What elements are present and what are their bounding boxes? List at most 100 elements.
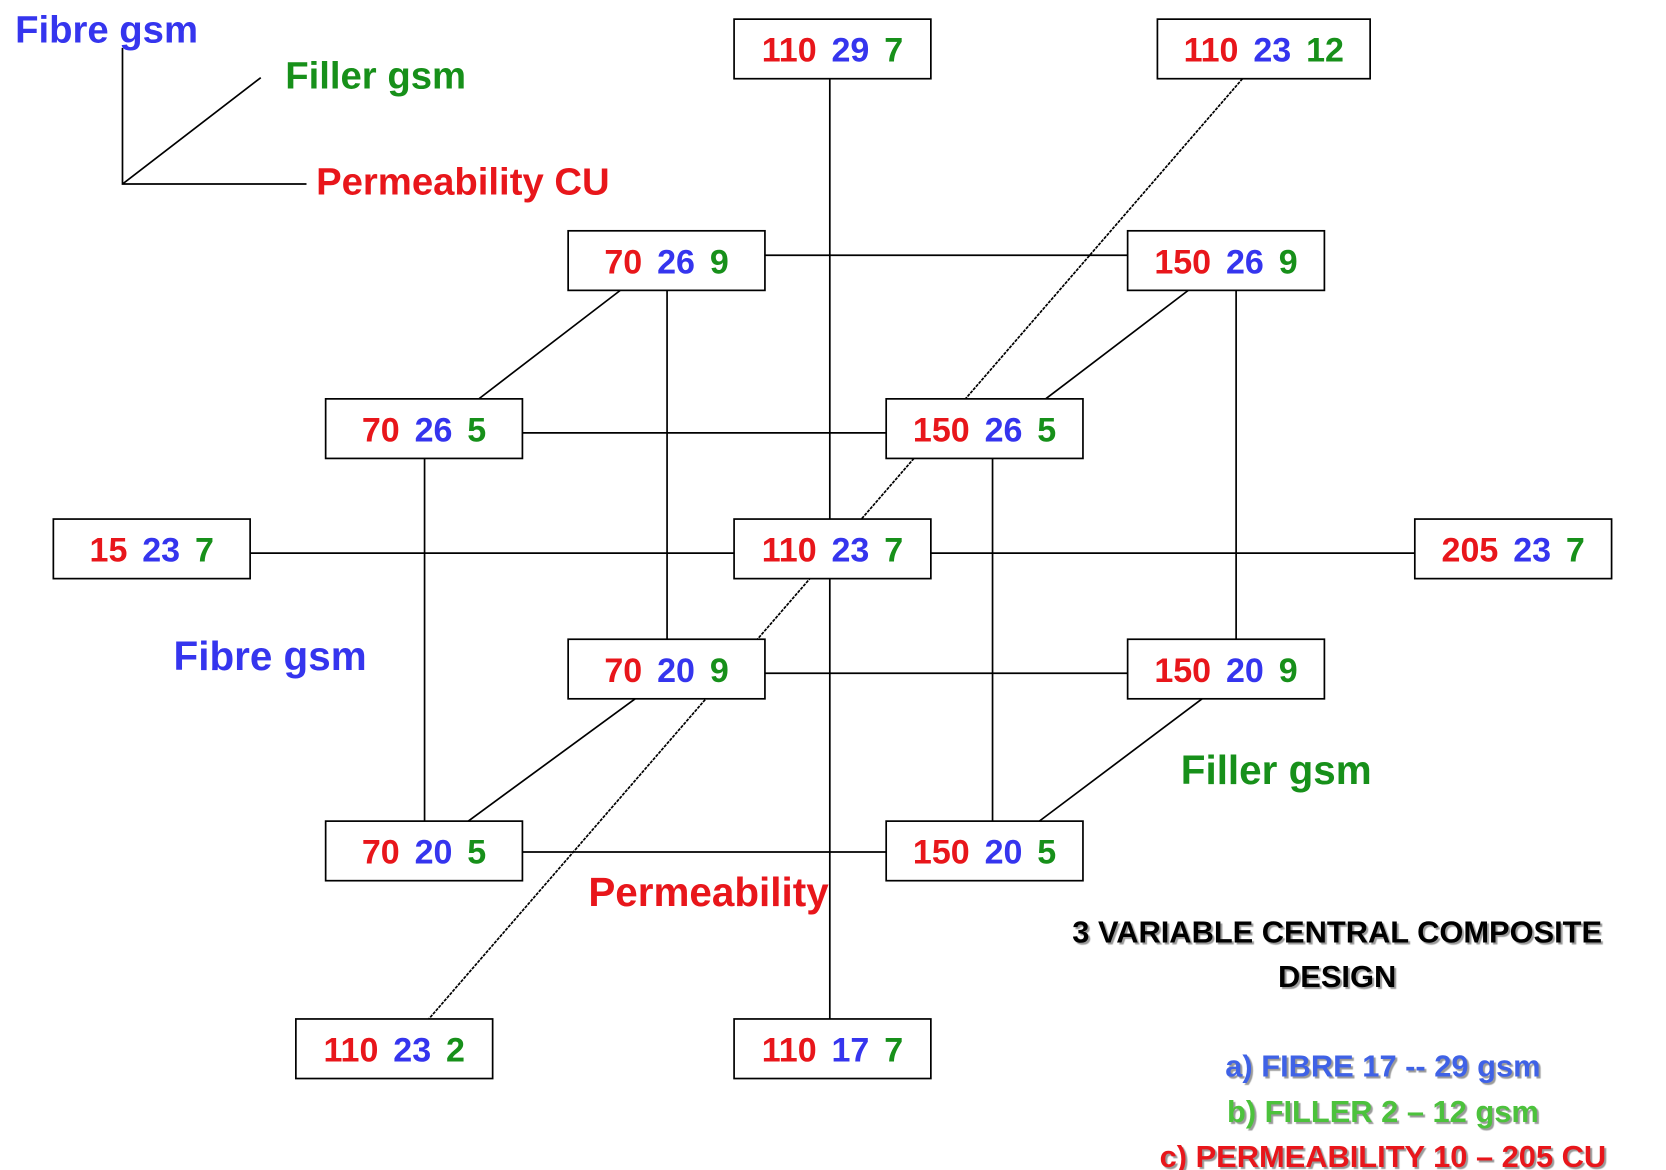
node-box bbox=[1126, 229, 1326, 292]
node-permeability: 150 bbox=[913, 411, 970, 449]
node: 110 23 2 bbox=[295, 1018, 494, 1080]
node-values: 150 26 5 bbox=[913, 411, 1056, 449]
node-fibre: 23 bbox=[832, 532, 870, 570]
edge bbox=[467, 698, 636, 822]
node-filler: 7 bbox=[884, 32, 903, 70]
node: 110 29 7 bbox=[733, 18, 932, 80]
node-values: 110 23 7 bbox=[762, 532, 903, 570]
node-permeability: 15 bbox=[90, 532, 128, 570]
node-permeability: 70 bbox=[604, 652, 642, 690]
node-box bbox=[733, 1018, 932, 1080]
node-fibre: 20 bbox=[415, 834, 453, 872]
node-box bbox=[324, 398, 524, 460]
node-fibre: 23 bbox=[1513, 532, 1551, 570]
node-box bbox=[295, 1018, 494, 1080]
node-values: 70 26 9 bbox=[604, 243, 728, 281]
node-permeability: 205 bbox=[1442, 532, 1499, 570]
node-fibre: 26 bbox=[1226, 243, 1264, 281]
node-fibre: 17 bbox=[832, 1032, 870, 1070]
node-filler: 9 bbox=[710, 243, 729, 281]
node-permeability: 110 bbox=[762, 32, 817, 70]
node-values: 110 29 7 bbox=[762, 32, 903, 70]
range-fibre: a) FIBRE 17 -- 29 gsm bbox=[1225, 1048, 1540, 1083]
node: 150 26 9 bbox=[1126, 229, 1326, 292]
node-fibre: 23 bbox=[1253, 32, 1291, 70]
description: 3 VARIABLE CENTRAL COMPOSITE DESIGN a) F… bbox=[1072, 914, 1606, 1170]
axis-label-fibre: Fibre gsm bbox=[174, 633, 367, 679]
node-values: 110 17 7 bbox=[762, 1032, 903, 1070]
node: 15 23 7 bbox=[52, 518, 251, 580]
node-box bbox=[733, 18, 932, 80]
axis-label-filler: Filler gsm bbox=[1181, 747, 1372, 793]
node: 70 20 5 bbox=[324, 820, 524, 882]
node-filler: 7 bbox=[1566, 532, 1585, 570]
node-values: 150 20 9 bbox=[1154, 652, 1297, 690]
node-values: 110 23 12 bbox=[1184, 32, 1344, 70]
node-permeability: 150 bbox=[913, 834, 970, 872]
node-filler: 9 bbox=[1279, 652, 1298, 690]
node-box bbox=[52, 518, 251, 580]
legend-fibre: Fibre gsm bbox=[15, 9, 198, 52]
node-filler: 5 bbox=[467, 834, 486, 872]
node-permeability: 110 bbox=[324, 1032, 379, 1070]
node-box bbox=[1126, 638, 1326, 700]
node: 70 20 9 bbox=[567, 638, 766, 700]
node-permeability: 150 bbox=[1154, 243, 1211, 281]
node-permeability: 110 bbox=[762, 532, 817, 570]
node-fibre: 26 bbox=[657, 243, 695, 281]
node-filler: 7 bbox=[195, 532, 214, 570]
edge bbox=[478, 289, 621, 400]
axis-label-permeability: Permeability bbox=[588, 869, 829, 915]
node: 70 26 5 bbox=[324, 398, 524, 460]
node-fibre: 26 bbox=[985, 411, 1023, 449]
node-values: 150 20 5 bbox=[913, 834, 1056, 872]
description-title: 3 VARIABLE CENTRAL COMPOSITE bbox=[1072, 914, 1602, 949]
node: 150 20 9 bbox=[1126, 638, 1326, 700]
node: 205 23 7 bbox=[1413, 518, 1613, 580]
node-box bbox=[885, 820, 1084, 882]
node-filler: 9 bbox=[710, 652, 729, 690]
node-filler: 9 bbox=[1279, 243, 1298, 281]
node-values: 15 23 7 bbox=[90, 532, 214, 570]
edge bbox=[1045, 289, 1189, 400]
node-values: 70 26 5 bbox=[362, 411, 486, 449]
node-fibre: 20 bbox=[985, 834, 1023, 872]
node-filler: 5 bbox=[1037, 834, 1056, 872]
node: 150 20 5 bbox=[885, 820, 1084, 882]
node-permeability: 150 bbox=[1154, 652, 1211, 690]
node: 110 23 12 bbox=[1156, 18, 1371, 80]
axis-legend: Fibre gsm Filler gsm Permeability CU bbox=[15, 9, 610, 204]
node-fibre: 23 bbox=[393, 1032, 431, 1070]
node-filler: 7 bbox=[884, 532, 903, 570]
node-fibre: 20 bbox=[657, 652, 695, 690]
axis-legend-lines bbox=[121, 47, 307, 185]
node-box bbox=[1413, 518, 1613, 580]
node-box bbox=[567, 229, 766, 292]
range-permeability: c) PERMEABILITY 10 – 205 CU bbox=[1160, 1139, 1607, 1170]
node: 110 23 7 bbox=[733, 518, 932, 580]
node-filler: 2 bbox=[446, 1032, 465, 1070]
node-values: 110 23 2 bbox=[324, 1032, 465, 1070]
node-fibre: 26 bbox=[415, 411, 453, 449]
node-permeability: 110 bbox=[1184, 32, 1239, 70]
node-fibre: 29 bbox=[832, 32, 870, 70]
node-values: 150 26 9 bbox=[1154, 243, 1297, 281]
node-box bbox=[567, 638, 766, 700]
node-fibre: 23 bbox=[142, 532, 180, 570]
description-title: DESIGN bbox=[1278, 959, 1396, 994]
node-filler: 7 bbox=[884, 1032, 903, 1070]
node-values: 205 23 7 bbox=[1442, 532, 1585, 570]
legend-permeability: Permeability CU bbox=[316, 161, 610, 204]
node: 110 17 7 bbox=[733, 1018, 932, 1080]
node-filler: 5 bbox=[467, 411, 486, 449]
node-values: 70 20 5 bbox=[362, 834, 486, 872]
node-box bbox=[324, 820, 524, 882]
node-permeability: 110 bbox=[762, 1032, 817, 1070]
connectors bbox=[250, 78, 1415, 1020]
node-permeability: 70 bbox=[362, 411, 400, 449]
node-fibre: 20 bbox=[1226, 652, 1264, 690]
node: 150 26 5 bbox=[885, 398, 1084, 460]
